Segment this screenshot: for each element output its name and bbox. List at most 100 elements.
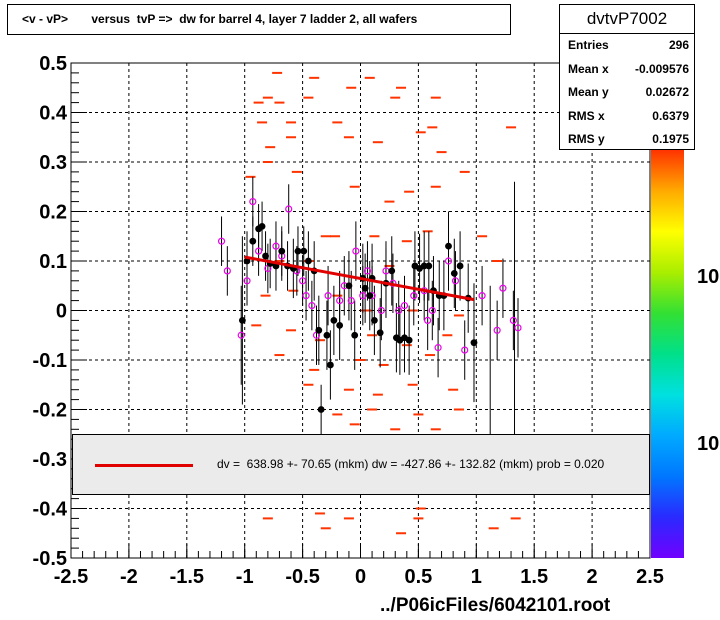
black-point: [470, 339, 478, 347]
magenta-point: [410, 292, 418, 300]
black-point: [278, 247, 286, 255]
black-point: [450, 269, 458, 277]
magenta-point: [243, 277, 251, 285]
black-point: [317, 406, 325, 413]
magenta-point: [478, 292, 486, 300]
fit-legend-line: [95, 464, 193, 467]
z-axis-label: 10: [697, 266, 720, 288]
x-tick-label: 2: [587, 566, 598, 588]
black-point: [345, 282, 353, 290]
y-tick-label: 0: [56, 301, 67, 323]
black-point: [304, 257, 312, 265]
stats-key: Entries: [568, 38, 609, 52]
magenta-point: [395, 306, 403, 315]
magenta-point: [237, 331, 245, 339]
y-tick-label: -0.5: [33, 548, 67, 570]
black-point: [445, 242, 452, 250]
x-tick-label: 0.5: [404, 566, 432, 588]
magenta-point: [363, 267, 372, 275]
magenta-point: [428, 306, 436, 315]
fit-line: [244, 255, 475, 302]
y-tick-label: 0.5: [39, 53, 67, 75]
file-label: ../P06icFiles/6042101.root: [380, 595, 611, 616]
magenta-point: [223, 267, 231, 275]
black-point: [330, 317, 338, 324]
black-point: [315, 326, 323, 334]
black-point: [300, 247, 308, 255]
stats-key: Mean x: [568, 61, 609, 76]
stats-value: 0.1975: [652, 132, 689, 146]
black-point: [294, 247, 302, 255]
stats-value: 0.6379: [652, 108, 689, 123]
black-point: [323, 331, 331, 339]
black-point: [326, 361, 334, 369]
magenta-point: [285, 205, 293, 213]
magenta-point: [302, 292, 310, 300]
y-tick-label: 0.2: [39, 202, 67, 224]
magenta-point: [359, 292, 367, 300]
x-tick-label: 2.5: [636, 566, 664, 588]
magenta-point: [324, 292, 332, 300]
magenta-point: [347, 297, 355, 305]
y-tick-label: -0.2: [33, 400, 67, 422]
magenta-point: [461, 346, 469, 354]
x-tick-label: 1: [471, 566, 482, 588]
black-point: [262, 252, 269, 260]
stats-row: RMS x 0.6379: [560, 105, 694, 129]
x-tick-label: -2.5: [54, 566, 88, 588]
black-point: [366, 292, 374, 300]
x-tick-label: -1.5: [170, 566, 204, 588]
x-tick-label: 0: [355, 566, 366, 588]
y-tick-label: -0.3: [33, 449, 67, 471]
axis-ticks: [70, 62, 651, 559]
magenta-point: [514, 324, 522, 332]
black-point: [405, 336, 413, 344]
black-point: [361, 284, 369, 292]
stats-value: -0.009576: [634, 61, 689, 76]
stats-key: Mean y: [568, 85, 609, 99]
magenta-point: [377, 306, 385, 315]
y-tick-label: -0.4: [33, 499, 68, 521]
fit-result-text: dv = 638.98 +- 70.65 (mkm) dw = -427.86 …: [217, 457, 605, 471]
magenta-point: [400, 301, 409, 310]
stats-name: dvtvP7002: [560, 5, 694, 34]
fit-legend: dv = 638.98 +- 70.65 (mkm) dw = -427.86 …: [72, 434, 650, 495]
black-point: [376, 329, 384, 337]
y-tick-label: 0.3: [39, 152, 67, 174]
x-tick-label: -2: [120, 566, 138, 588]
magenta-point: [451, 277, 460, 285]
magenta-point: [499, 284, 507, 292]
magenta-point: [299, 277, 307, 285]
stats-row: Entries 296: [560, 34, 694, 58]
magenta-point: [444, 257, 453, 265]
chart-title: <v - vP> versus tvP => dw for barrel 4, …: [7, 4, 511, 35]
stats-row: RMS y 0.1975: [560, 128, 694, 152]
magenta-point: [272, 242, 280, 250]
black-point: [388, 267, 396, 275]
x-tick-label: -0.5: [285, 566, 319, 588]
stats-value: 296: [668, 38, 689, 52]
black-point: [238, 317, 246, 324]
magenta-point: [308, 301, 316, 310]
x-tick-label: 1.5: [520, 566, 548, 588]
black-point: [351, 331, 359, 339]
stats-row: Mean x -0.009576: [560, 58, 694, 82]
stats-key: RMS x: [568, 108, 605, 123]
stats-value: 0.02672: [645, 85, 689, 99]
magenta-point: [336, 297, 344, 305]
y-tick-labels: -0.5 -0.4 -0.3 -0.2 -0.1 0 0.1 0.2 0.3 0.4 0.5: [33, 53, 68, 570]
magenta-point: [493, 326, 501, 334]
black-point: [456, 262, 464, 270]
y-tick-label: -0.1: [33, 350, 67, 372]
color-palette: [651, 150, 684, 558]
stats-row: Mean y 0.02672: [560, 81, 694, 105]
magenta-point: [217, 237, 226, 245]
black-point: [425, 262, 433, 270]
black-point: [336, 321, 344, 329]
z-axis-label: 10: [697, 433, 720, 455]
stats-key: RMS y: [568, 132, 605, 146]
y-tick-label: 0.1: [39, 251, 67, 273]
x-tick-labels: -2.5 -2 -1.5 -1 -0.5 0 0.5 1 1.5 2 2.5: [54, 566, 664, 588]
magenta-point: [254, 247, 263, 255]
magenta-point: [424, 316, 432, 324]
